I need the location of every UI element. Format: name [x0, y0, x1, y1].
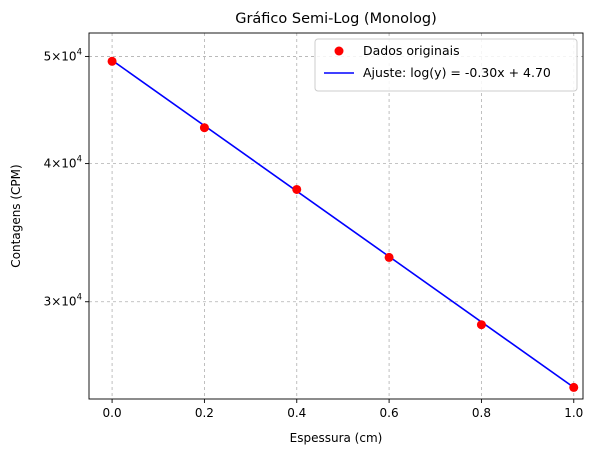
data-point [108, 57, 117, 66]
x-tick-label: 0.4 [287, 406, 306, 420]
x-tick-label: 1.0 [564, 406, 583, 420]
data-point [569, 383, 578, 392]
data-point [477, 320, 486, 329]
x-tick-label: 0.2 [195, 406, 214, 420]
legend-label-fit: Ajuste: log(y) = -0.30x + 4.70 [363, 65, 551, 80]
legend: Dados originais Ajuste: log(y) = -0.30x … [315, 39, 577, 91]
y-tick-label: 5×104 [44, 47, 82, 63]
x-tick-label: 0.6 [380, 406, 399, 420]
y-tick-label: 3×104 [44, 293, 82, 309]
data-point [292, 185, 301, 194]
data-point [200, 123, 209, 132]
x-tick-label: 0.0 [103, 406, 122, 420]
y-tick-label: 4×104 [44, 155, 82, 171]
y-axis-label: Contagens (CPM) [9, 164, 23, 267]
data-point [385, 253, 394, 262]
x-tick-label: 0.8 [472, 406, 491, 420]
chart-title: Gráfico Semi-Log (Monolog) [235, 11, 437, 27]
x-axis-label: Espessura (cm) [290, 431, 383, 445]
legend-label-data: Dados originais [363, 43, 460, 58]
legend-marker-icon [335, 47, 344, 56]
